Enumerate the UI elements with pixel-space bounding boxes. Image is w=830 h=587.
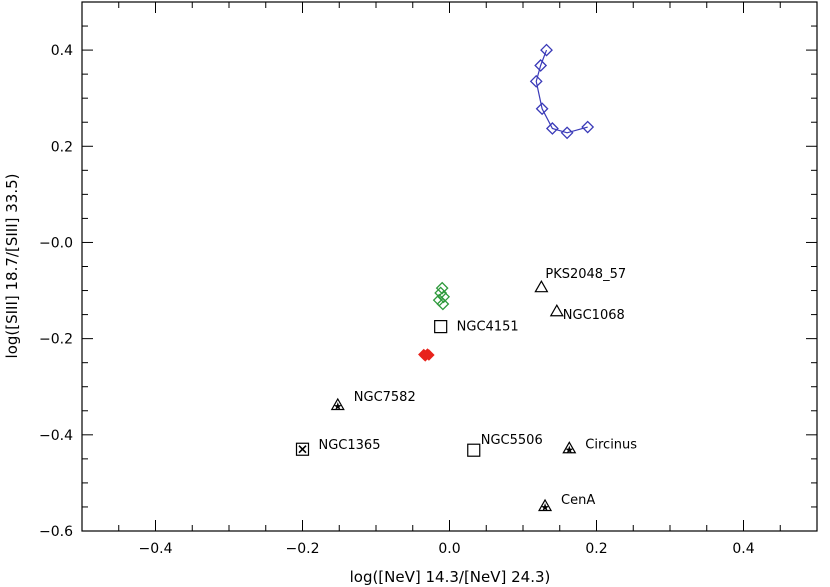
series-line	[535, 49, 588, 134]
x-tick-label: 0.4	[732, 541, 754, 557]
triangle-marker	[534, 279, 549, 293]
triangle-marker	[562, 441, 577, 454]
y-tick-label: 0.4	[51, 43, 73, 59]
y-tick-label: −0.4	[39, 428, 73, 444]
triangle-marker	[538, 498, 553, 512]
triangle-marker	[330, 397, 345, 411]
axis-ticks	[81, 1, 818, 532]
y-tick-label: −0.0	[39, 235, 73, 251]
diamond-marker	[436, 297, 450, 311]
diamond-marker	[535, 102, 549, 116]
triangle-marker	[549, 304, 564, 317]
data-points: ★ ★ ★	[295, 43, 595, 514]
point-label: NGC1068	[563, 308, 625, 323]
square-marker	[467, 443, 481, 457]
x-tick-label: −0.2	[286, 541, 320, 557]
diamond-marker	[581, 120, 595, 134]
point-label: NGC5506	[481, 433, 543, 448]
diamond-marker	[534, 59, 548, 72]
diamond-marker	[545, 122, 559, 135]
point-label: NGC7582	[354, 390, 416, 405]
point-label: NGC1365	[319, 438, 381, 453]
diamond-marker	[529, 74, 543, 88]
point-label: CenA	[561, 493, 595, 508]
y-tick-label: 0.2	[51, 139, 73, 155]
x-tick-label: 0.0	[438, 541, 460, 557]
tick-labels: −0.4 −0.2 0.0 0.2 0.4 −0.6 −0.4 −0.2 −0.0 0.2 0.4	[39, 43, 755, 557]
star-mark: ★	[564, 443, 574, 456]
point-label: Circinus	[585, 437, 637, 452]
y-tick-label: −0.6	[39, 524, 73, 540]
x-mark	[298, 445, 307, 454]
point-labels: NGC4151 PKS2048_57 NGC1068 NGC7582 NGC1365 NG…	[319, 267, 638, 508]
square-marker	[295, 442, 310, 456]
point-label: PKS2048_57	[545, 267, 626, 282]
y-tick-label: −0.2	[39, 332, 73, 348]
x-tick-label: −0.4	[139, 541, 173, 557]
y-axis-label: log([SIII] 18.7/[SIII] 33.5)	[3, 174, 21, 359]
diamond-marker	[423, 349, 435, 361]
x-tick-label: 0.2	[585, 541, 607, 557]
diamond-marker	[560, 126, 574, 140]
square-marker	[434, 320, 448, 334]
point-label: NGC4151	[457, 320, 519, 335]
diamond-marker	[540, 43, 553, 57]
plot-frame	[81, 1, 818, 532]
star-mark: ★	[540, 501, 550, 514]
x-axis-label: log([NeV] 14.3/[NeV] 24.3)	[350, 568, 551, 586]
star-mark: ★	[333, 400, 343, 413]
